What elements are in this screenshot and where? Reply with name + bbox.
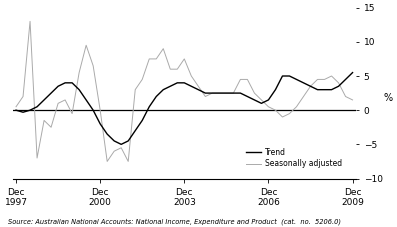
Text: Source: Australian National Accounts: National Income, Expenditure and Product  : Source: Australian National Accounts: Na… — [8, 218, 341, 225]
Y-axis label: %: % — [384, 93, 393, 103]
Legend: Trend, Seasonally adjusted: Trend, Seasonally adjusted — [243, 145, 345, 171]
